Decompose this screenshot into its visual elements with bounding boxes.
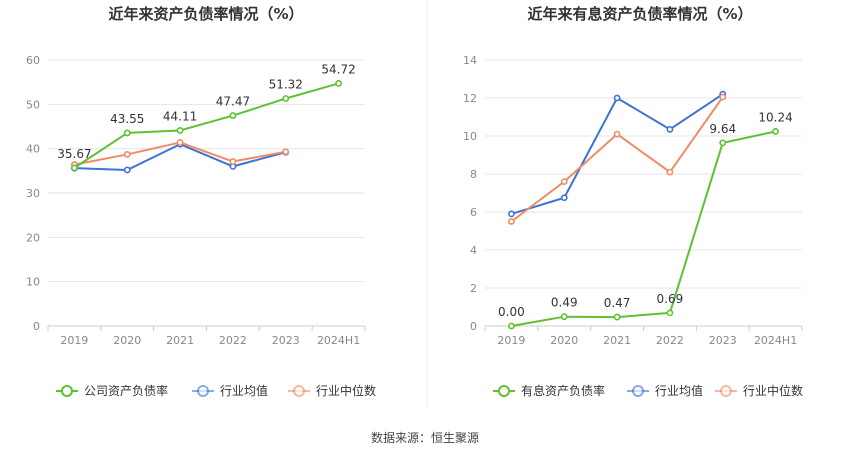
data-label: 0.49 xyxy=(551,296,578,310)
data-label: 10.24 xyxy=(758,110,792,124)
legend-swatch-marker xyxy=(632,385,644,397)
legend-label: 有息资产负债率 xyxy=(521,383,605,398)
data-point-company[interactable] xyxy=(71,164,78,172)
y-tick-label: 30 xyxy=(26,187,40,200)
series-average xyxy=(508,90,727,218)
data-point-median[interactable] xyxy=(176,139,184,146)
x-tick-label: 2024H1 xyxy=(754,334,797,347)
chart-2: 近年来有息资产负债率情况（%） 0 2 4 6 8 10 12 14 2019 2020 2021 20… xyxy=(463,5,803,398)
data-point-company[interactable] xyxy=(666,309,674,317)
legend-swatch-marker xyxy=(498,385,510,397)
series-median xyxy=(71,139,290,169)
data-label: 43.55 xyxy=(110,112,144,126)
legend-label: 行业中位数 xyxy=(316,383,376,398)
data-label: 0.47 xyxy=(604,296,631,310)
y-tick-label: 20 xyxy=(26,231,40,244)
data-point-company[interactable] xyxy=(123,129,131,137)
data-point-company[interactable] xyxy=(176,127,184,134)
data-point-company[interactable] xyxy=(772,128,779,135)
legend-swatch-marker xyxy=(197,385,209,397)
series-company xyxy=(508,128,779,330)
y-tick-label: 2 xyxy=(470,282,477,295)
data-label: 35.67 xyxy=(57,147,91,161)
data-point-median[interactable] xyxy=(229,158,237,165)
data-label: 54.72 xyxy=(321,62,355,76)
legend-item-median[interactable]: 行业中位数 xyxy=(715,383,803,398)
data-point-median[interactable] xyxy=(508,218,515,225)
chart-title: 近年来有息资产负债率情况（%） xyxy=(527,5,752,23)
data-label: 0.00 xyxy=(498,305,525,319)
y-tick-label: 60 xyxy=(26,54,40,67)
x-tick-label: 2023 xyxy=(272,334,300,347)
legend: 公司资产负债率 行业均值 行业中位数 xyxy=(56,383,376,398)
data-point-company[interactable] xyxy=(613,313,621,321)
data-point-median[interactable] xyxy=(613,130,621,138)
x-tick-label: 2019 xyxy=(60,334,88,347)
data-point-median[interactable] xyxy=(666,168,674,176)
legend-label: 行业均值 xyxy=(655,383,703,398)
series-median xyxy=(508,93,727,225)
x-tick-label: 2023 xyxy=(709,334,737,347)
data-point-median[interactable] xyxy=(123,151,131,158)
chart-1: 近年来资产负债率情况（%） 0 10 20 30 40 50 60 2019 2020 2021 20… xyxy=(26,5,376,398)
data-point-company[interactable] xyxy=(719,139,727,147)
legend-swatch-marker xyxy=(720,385,732,397)
series-line-average xyxy=(511,93,724,215)
data-point-average[interactable] xyxy=(613,94,621,102)
data-label: 47.47 xyxy=(216,95,250,109)
y-tick-label: 10 xyxy=(463,130,477,143)
y-tick-label: 4 xyxy=(470,244,477,257)
data-point-average[interactable] xyxy=(560,194,568,202)
y-tick-label: 12 xyxy=(463,92,477,105)
x-tick-label: 2020 xyxy=(550,334,578,347)
legend-swatch-marker xyxy=(293,385,305,397)
data-point-median[interactable] xyxy=(282,148,290,156)
data-label: 9.64 xyxy=(709,122,736,136)
y-tick-label: 10 xyxy=(26,276,40,289)
data-label: 44.11 xyxy=(163,109,197,123)
data-point-average[interactable] xyxy=(508,210,515,218)
y-tick-label: 40 xyxy=(26,143,40,156)
data-label: 0.69 xyxy=(657,292,684,306)
x-tick-label: 2022 xyxy=(656,334,684,347)
legend-item-median[interactable]: 行业中位数 xyxy=(288,383,376,398)
y-tick-label: 14 xyxy=(463,54,477,67)
legend-label: 公司资产负债率 xyxy=(84,383,168,398)
legend-item-company[interactable]: 有息资产负债率 xyxy=(493,383,605,398)
legend-item-average[interactable]: 行业均值 xyxy=(192,383,268,398)
data-point-average[interactable] xyxy=(666,125,674,133)
legend-swatch-marker xyxy=(61,385,73,397)
legend-item-company[interactable]: 公司资产负债率 xyxy=(56,383,168,398)
y-tick-label: 50 xyxy=(26,98,40,111)
series-line-company xyxy=(511,130,776,327)
data-point-average[interactable] xyxy=(123,166,131,174)
y-tick-label: 8 xyxy=(470,168,477,181)
x-tick-label: 2021 xyxy=(166,334,194,347)
data-point-company[interactable] xyxy=(508,322,515,330)
chart-title: 近年来资产负债率情况（%） xyxy=(108,5,303,23)
legend: 有息资产负债率 行业均值 行业中位数 xyxy=(493,383,803,398)
y-tick-label: 0 xyxy=(33,320,40,333)
legend-item-average[interactable]: 行业均值 xyxy=(627,383,703,398)
data-source-note: 数据来源：恒生聚源 xyxy=(370,431,479,445)
y-tick-label: 6 xyxy=(470,206,477,219)
data-label: 51.32 xyxy=(269,77,303,91)
legend-label: 行业中位数 xyxy=(743,383,803,398)
y-tick-label: 0 xyxy=(470,320,477,333)
data-point-company[interactable] xyxy=(335,80,342,87)
x-tick-label: 2024H1 xyxy=(317,334,360,347)
data-point-company[interactable] xyxy=(229,112,237,119)
data-point-median[interactable] xyxy=(719,93,727,101)
series-company xyxy=(71,80,342,172)
data-point-company[interactable] xyxy=(560,313,568,321)
x-tick-label: 2019 xyxy=(497,334,525,347)
data-point-median[interactable] xyxy=(560,178,568,185)
data-point-company[interactable] xyxy=(282,95,290,102)
x-tick-label: 2020 xyxy=(113,334,141,347)
legend-label: 行业均值 xyxy=(220,383,268,398)
x-tick-label: 2022 xyxy=(219,334,247,347)
x-tick-label: 2021 xyxy=(603,334,631,347)
series-line-company xyxy=(73,82,339,169)
